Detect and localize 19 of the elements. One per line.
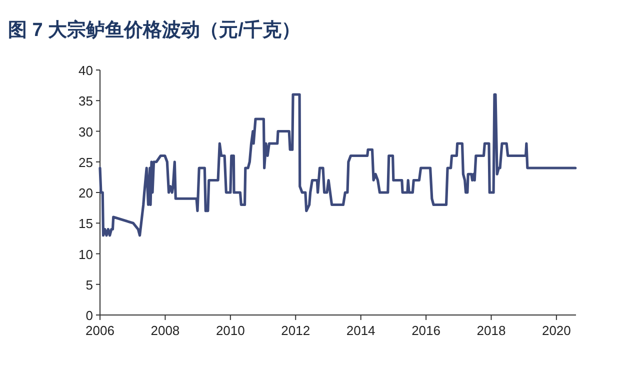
y-tick-label: 35: [78, 94, 93, 109]
x-tick-label: 2018: [476, 323, 506, 338]
y-tick-label: 10: [78, 246, 93, 262]
y-tick-label: 30: [78, 124, 93, 140]
x-tick-label: 2012: [281, 323, 310, 338]
y-tick-label: 20: [78, 186, 93, 200]
y-tick-label: 15: [78, 216, 93, 232]
chart-title: 图 7 大宗鲈鱼价格波动（元/千克）: [8, 19, 300, 41]
line-series: [98, 93, 577, 237]
y-tick-label: 25: [78, 154, 93, 170]
x-tick-label: 2006: [86, 323, 114, 338]
y-tick-label: 0: [86, 308, 93, 323]
x-tick-label: 2008: [150, 323, 180, 338]
x-tick-label: 2010: [216, 323, 245, 338]
x-tick-label: 2014: [346, 323, 376, 338]
y-tick-label: 5: [86, 277, 93, 292]
y-tick-label: 40: [78, 63, 93, 78]
x-tick-label: 2016: [412, 323, 440, 338]
x-tick-label: 2020: [542, 323, 571, 338]
